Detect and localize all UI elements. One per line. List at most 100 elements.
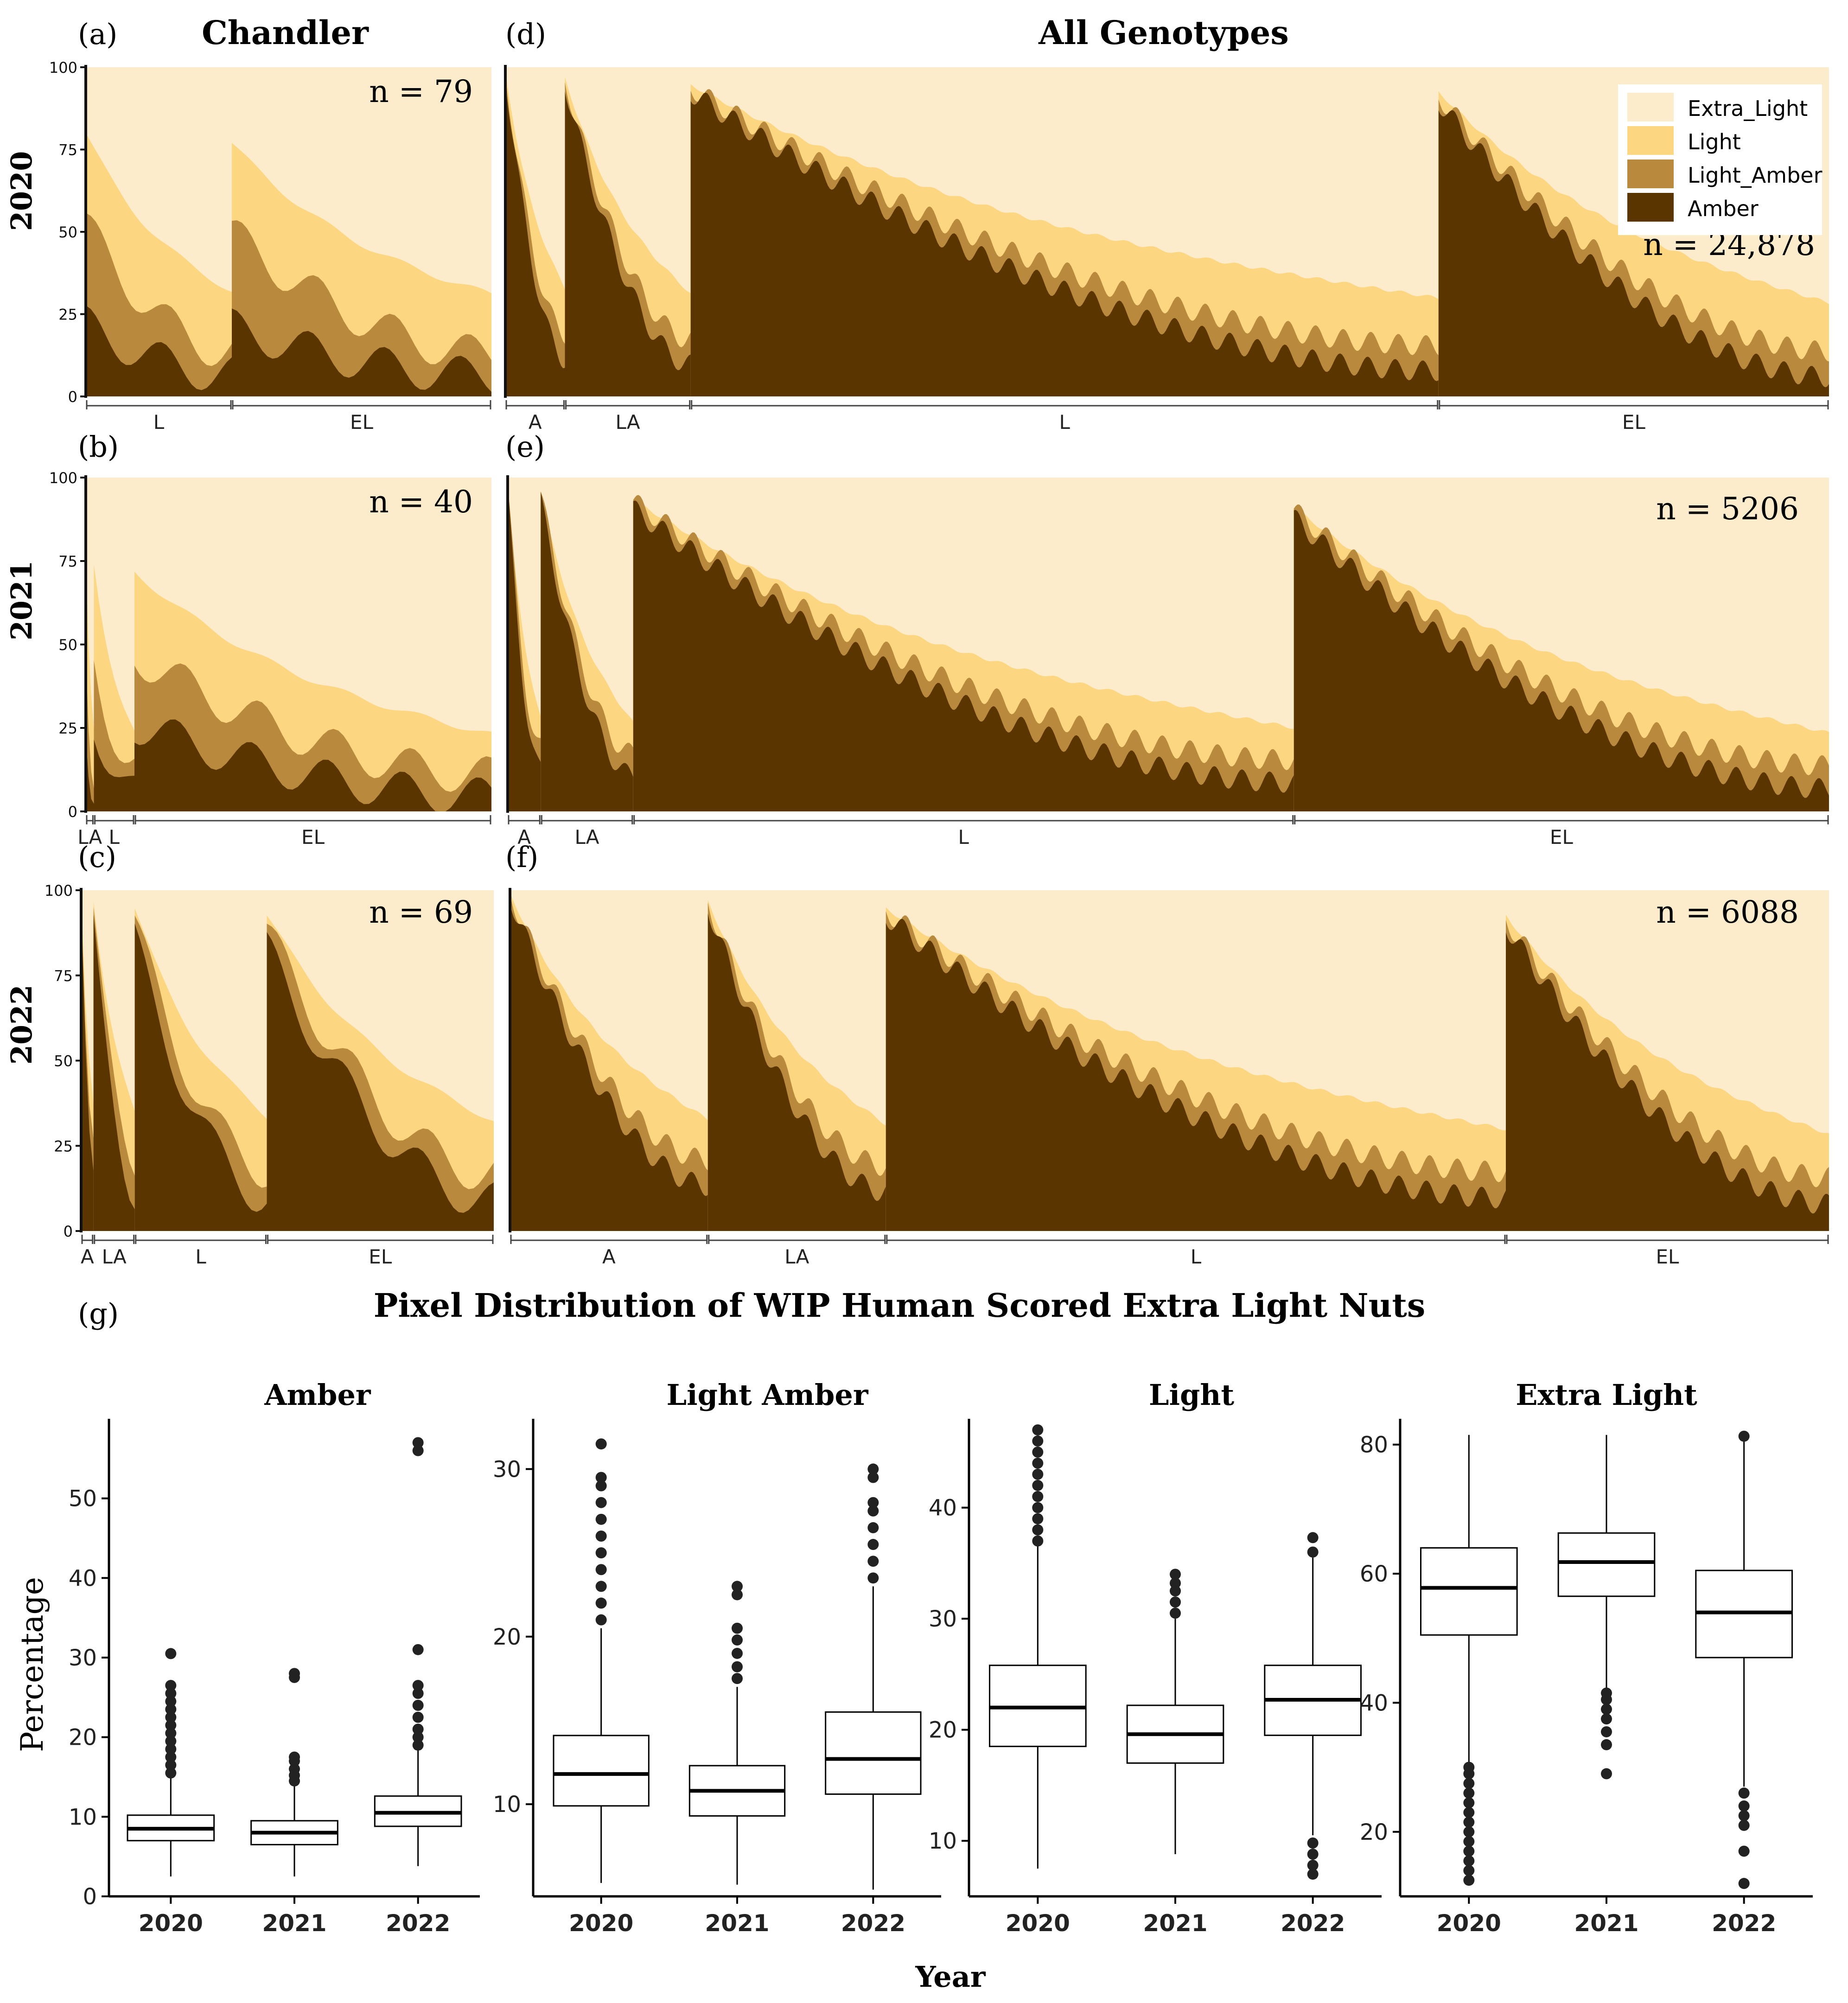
- box-outlier: [1170, 1569, 1181, 1580]
- box-outlier: [732, 1581, 743, 1592]
- box-outlier: [1032, 1424, 1044, 1435]
- box-outlier: [1738, 1810, 1750, 1822]
- group-label: L: [1059, 411, 1071, 434]
- box-x-tick-label: 2021: [1143, 1910, 1207, 1937]
- box-outlier: [1463, 1807, 1475, 1818]
- box-outlier: [1463, 1761, 1475, 1773]
- box-outlier: [595, 1597, 607, 1609]
- box-outlier: [1307, 1859, 1319, 1871]
- box-outlier: [412, 1437, 424, 1448]
- box-outlier: [1032, 1480, 1044, 1491]
- box-outlier: [1307, 1532, 1319, 1544]
- stack-y-tick-label: 75: [54, 967, 73, 985]
- box-outlier: [412, 1731, 424, 1743]
- group-label: LA: [102, 1245, 127, 1268]
- legend: Extra_Light Light Light_Amber Amber: [1618, 84, 1823, 235]
- box-outlier: [595, 1581, 607, 1592]
- box-outlier: [1307, 1546, 1319, 1558]
- box-y-tick-label: 80: [1360, 1432, 1388, 1458]
- box-outlier: [732, 1673, 743, 1684]
- box-y-tick-label: 30: [493, 1456, 521, 1482]
- box-iqr: [553, 1735, 650, 1807]
- box-outlier: [1463, 1826, 1475, 1837]
- box-outlier: [1032, 1446, 1044, 1458]
- box-outlier: [1307, 1837, 1319, 1849]
- n-label-b: n = 40: [369, 484, 473, 520]
- stack-layer-amber: [1438, 110, 1829, 396]
- chandler-title: Chandler: [202, 13, 369, 52]
- box-outlier: [165, 1767, 177, 1779]
- stack-y-tick-label: 50: [58, 636, 77, 654]
- box-outlier: [165, 1711, 177, 1723]
- box-outlier: [1032, 1535, 1044, 1547]
- stack-y-tick-label: 100: [45, 882, 73, 899]
- boxplot-light: 10 20 30 40 2020 2021 2022: [929, 1419, 1382, 1937]
- legend-swatch-light-amber: [1627, 159, 1674, 188]
- box-outlier: [732, 1589, 743, 1601]
- box-x-tick-label: 2020: [1437, 1910, 1501, 1937]
- group-label: LA: [784, 1245, 809, 1268]
- boxplot-title-extra-light: Extra Light: [1516, 1378, 1697, 1412]
- group-label: L: [958, 826, 969, 848]
- box-outlier: [165, 1751, 177, 1763]
- box-outlier: [165, 1719, 177, 1731]
- box-y-tick-label: 0: [83, 1884, 97, 1910]
- stack-layer-light-amber: [86, 213, 232, 396]
- box-outlier: [1738, 1800, 1750, 1812]
- box-outlier: [1463, 1778, 1475, 1789]
- panel-letter-b: (b): [78, 430, 119, 464]
- box-outlier: [289, 1751, 300, 1763]
- box-y-tick-label: 30: [929, 1606, 957, 1632]
- box-outlier: [1463, 1836, 1475, 1847]
- stack-y-tick-label: 50: [58, 223, 77, 241]
- all-genotypes-title: All Genotypes: [1038, 13, 1289, 52]
- box-outlier: [1601, 1713, 1612, 1725]
- box-outlier: [732, 1634, 743, 1646]
- stack-panel-c: 0 25 50 75 100 A LA L EL: [45, 882, 494, 1268]
- box-outlier: [1170, 1585, 1181, 1597]
- box-iqr: [1420, 1547, 1518, 1636]
- legend-label-light-amber: Light_Amber: [1688, 163, 1823, 188]
- box-outlier: [595, 1513, 607, 1525]
- n-label-f: n = 6088: [1656, 894, 1799, 930]
- panel-letter-d: (d): [505, 17, 546, 51]
- box-y-tick-label: 60: [1360, 1561, 1388, 1587]
- box-outlier: [595, 1438, 607, 1450]
- box-y-tick-label: 40: [1360, 1690, 1388, 1716]
- group-label: EL: [1622, 411, 1646, 434]
- stack-panel-f: A LA L EL: [509, 888, 1829, 1268]
- stack-y-tick-label: 0: [68, 388, 77, 406]
- box-y-tick-label: 50: [69, 1486, 97, 1512]
- boxplot-title-amber: Amber: [264, 1378, 371, 1412]
- box-outlier: [867, 1556, 879, 1567]
- stack-layer-amber: [1294, 510, 1829, 811]
- stack-layer-amber: [565, 92, 691, 396]
- box-outlier: [1601, 1768, 1612, 1780]
- stack-layer-amber: [508, 483, 541, 811]
- stack-y-tick-label: 0: [64, 1223, 73, 1240]
- box-outlier: [165, 1703, 177, 1715]
- box-outlier: [1463, 1845, 1475, 1857]
- box-outlier: [165, 1648, 177, 1659]
- stack-y-tick-label: 25: [58, 720, 77, 737]
- stack-panel-e: A LA L EL: [506, 475, 1829, 848]
- row-label-2020: 2020: [5, 151, 38, 231]
- box-x-tick-label: 2022: [841, 1910, 905, 1937]
- box-y-tick-label: 10: [493, 1792, 521, 1818]
- box-outlier: [1463, 1865, 1475, 1876]
- boxplot-section-title: Pixel Distribution of WIP Human Scored E…: [374, 1286, 1426, 1325]
- box-outlier: [1601, 1726, 1612, 1738]
- box-outlier: [165, 1688, 177, 1699]
- legend-label-extra-light: Extra_Light: [1688, 96, 1808, 121]
- box-outlier: [1601, 1703, 1612, 1715]
- panel-letter-c: (c): [78, 840, 116, 874]
- box-x-tick-label: 2020: [1006, 1910, 1070, 1937]
- panel-letter-a: (a): [78, 17, 117, 51]
- box-outlier: [412, 1680, 424, 1691]
- box-outlier: [867, 1497, 879, 1508]
- box-x-tick-label: 2021: [705, 1910, 769, 1937]
- stack-layer-amber: [1506, 932, 1829, 1231]
- box-outlier: [732, 1622, 743, 1634]
- group-label: A: [529, 411, 542, 434]
- stack-layer-amber: [707, 913, 886, 1231]
